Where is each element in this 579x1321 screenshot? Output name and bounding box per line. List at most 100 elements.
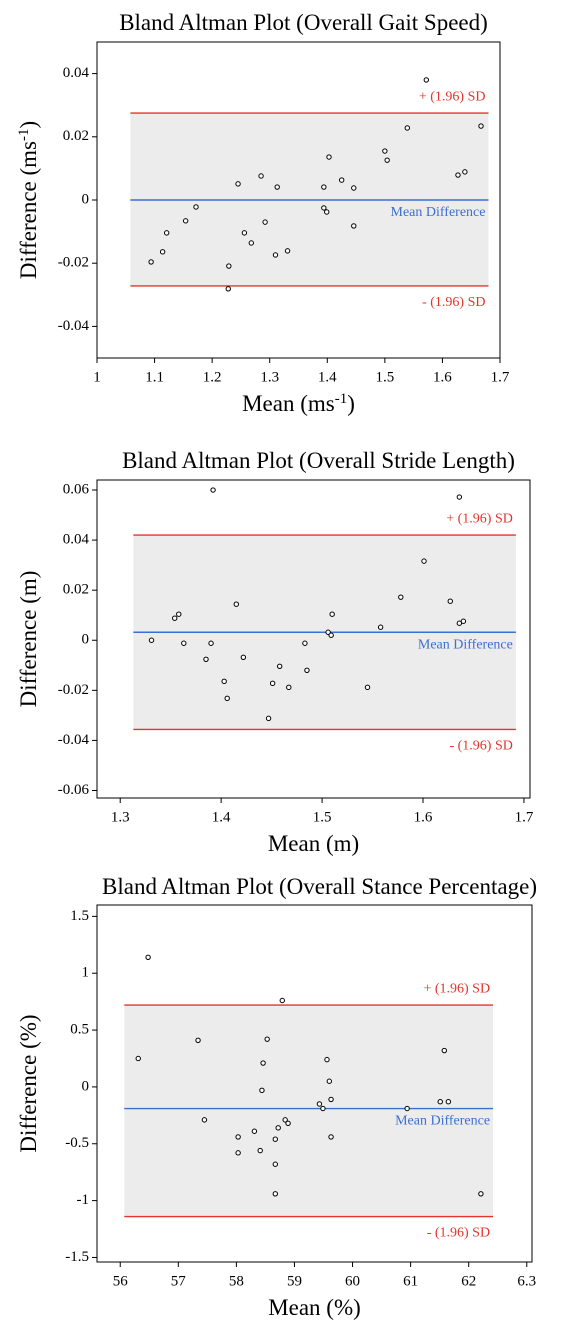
data-point bbox=[233, 601, 239, 607]
data-point bbox=[274, 184, 280, 190]
data-point bbox=[182, 218, 189, 224]
label-text: Difference (%) bbox=[16, 1014, 41, 1152]
x-tick-label: 1.4 bbox=[212, 809, 231, 825]
data-point bbox=[338, 177, 345, 183]
data-point bbox=[193, 204, 199, 210]
line-annotation: - (1.96) SD bbox=[449, 739, 512, 754]
line-annotation: Mean Difference bbox=[395, 1114, 490, 1129]
data-point bbox=[285, 1120, 291, 1126]
data-point bbox=[258, 173, 264, 179]
x-tick-label: 58 bbox=[229, 1273, 244, 1289]
data-point bbox=[279, 997, 285, 1004]
data-point bbox=[377, 624, 384, 630]
data-point bbox=[302, 640, 308, 646]
x-tick-label: 61 bbox=[403, 1273, 418, 1289]
x-tick-label: 1.3 bbox=[260, 369, 279, 385]
y-tick-label: -1.5 bbox=[65, 1249, 89, 1265]
data-point bbox=[478, 123, 484, 129]
data-point bbox=[225, 286, 231, 292]
limits-band bbox=[124, 1005, 494, 1217]
data-point bbox=[324, 1056, 330, 1063]
data-point bbox=[447, 598, 453, 604]
label-text: Difference (ms bbox=[16, 141, 41, 279]
data-point bbox=[262, 219, 268, 225]
y-tick-label: -0.02 bbox=[58, 682, 89, 698]
data-point bbox=[351, 185, 357, 191]
y-tick-label: 1 bbox=[82, 965, 90, 981]
y-tick-label: 0.02 bbox=[63, 128, 89, 144]
x-tick-label: 1.5 bbox=[375, 369, 394, 385]
x-tick-label: 1.4 bbox=[318, 369, 337, 385]
x-tick-label: 6.3 bbox=[517, 1273, 536, 1289]
y-tick-label: -1 bbox=[77, 1192, 90, 1208]
data-point bbox=[203, 656, 209, 662]
x-tick-label: 1.7 bbox=[491, 369, 510, 385]
x-axis-label: Mean (m) bbox=[268, 831, 359, 856]
data-point bbox=[328, 1134, 334, 1140]
x-axis-label: Mean (ms-1) bbox=[242, 391, 355, 416]
y-tick-label: 0.5 bbox=[70, 1022, 89, 1038]
line-annotation: + (1.96) SD bbox=[423, 981, 490, 996]
x-tick-label: 57 bbox=[171, 1273, 187, 1289]
plot-frame bbox=[96, 479, 531, 799]
data-point bbox=[259, 1087, 265, 1094]
data-point bbox=[272, 1136, 278, 1142]
y-tick-label: -0.02 bbox=[58, 255, 89, 271]
x-tick-label: 59 bbox=[287, 1273, 302, 1289]
data-point bbox=[316, 1101, 323, 1107]
data-point bbox=[421, 558, 427, 564]
x-axis-label: Mean (%) bbox=[268, 1295, 361, 1320]
plot-frame bbox=[96, 904, 533, 1263]
data-point bbox=[404, 125, 411, 131]
y-axis-label: Difference (m) bbox=[16, 571, 41, 708]
data-point bbox=[478, 1191, 484, 1197]
data-point bbox=[455, 172, 461, 178]
x-tick-label: 1.2 bbox=[203, 369, 222, 385]
y-axis-label: Difference (%) bbox=[16, 1014, 41, 1152]
data-point bbox=[181, 640, 187, 646]
data-point bbox=[445, 1098, 452, 1105]
chart-title: Bland Altman Plot (Overall Gait Speed) bbox=[119, 10, 488, 35]
data-point bbox=[208, 640, 214, 646]
data-point bbox=[272, 1191, 278, 1197]
data-point bbox=[276, 663, 283, 669]
data-point bbox=[329, 611, 335, 617]
data-point bbox=[145, 954, 151, 960]
line-annotation: - (1.96) SD bbox=[427, 1226, 490, 1241]
data-point bbox=[398, 594, 404, 600]
y-tick-label: -0.04 bbox=[58, 318, 90, 334]
data-point bbox=[382, 148, 388, 154]
label-superscript: -1 bbox=[335, 391, 348, 407]
x-tick-label: 1 bbox=[93, 369, 101, 385]
data-point bbox=[324, 209, 330, 215]
y-tick-label: 0.04 bbox=[63, 65, 90, 81]
data-point bbox=[304, 667, 310, 673]
label-text: Mean (m) bbox=[268, 831, 359, 856]
data-point bbox=[351, 223, 357, 229]
data-point bbox=[282, 1117, 288, 1123]
data-point bbox=[201, 1117, 208, 1123]
data-point bbox=[264, 1036, 270, 1042]
data-point bbox=[404, 1105, 410, 1112]
x-tick-label: 1.3 bbox=[111, 809, 130, 825]
data-point bbox=[272, 1161, 278, 1167]
data-point bbox=[462, 169, 468, 175]
data-point bbox=[364, 684, 371, 691]
x-tick-label: 56 bbox=[113, 1273, 129, 1289]
x-tick-label: 62 bbox=[461, 1273, 476, 1289]
y-axis-label: Difference (ms-1) bbox=[16, 121, 41, 279]
data-point bbox=[328, 632, 334, 638]
y-tick-label: -0.5 bbox=[65, 1135, 89, 1151]
x-tick-label: 1.5 bbox=[313, 809, 332, 825]
data-point bbox=[241, 230, 248, 236]
label-text: Difference (m) bbox=[16, 571, 41, 708]
data-point bbox=[320, 1105, 326, 1112]
data-point bbox=[286, 684, 292, 691]
data-point bbox=[210, 487, 216, 493]
line-annotation: Mean Difference bbox=[391, 205, 486, 220]
data-point bbox=[260, 1060, 266, 1066]
data-point bbox=[235, 1150, 241, 1156]
data-point bbox=[163, 230, 170, 236]
data-point bbox=[176, 611, 182, 617]
